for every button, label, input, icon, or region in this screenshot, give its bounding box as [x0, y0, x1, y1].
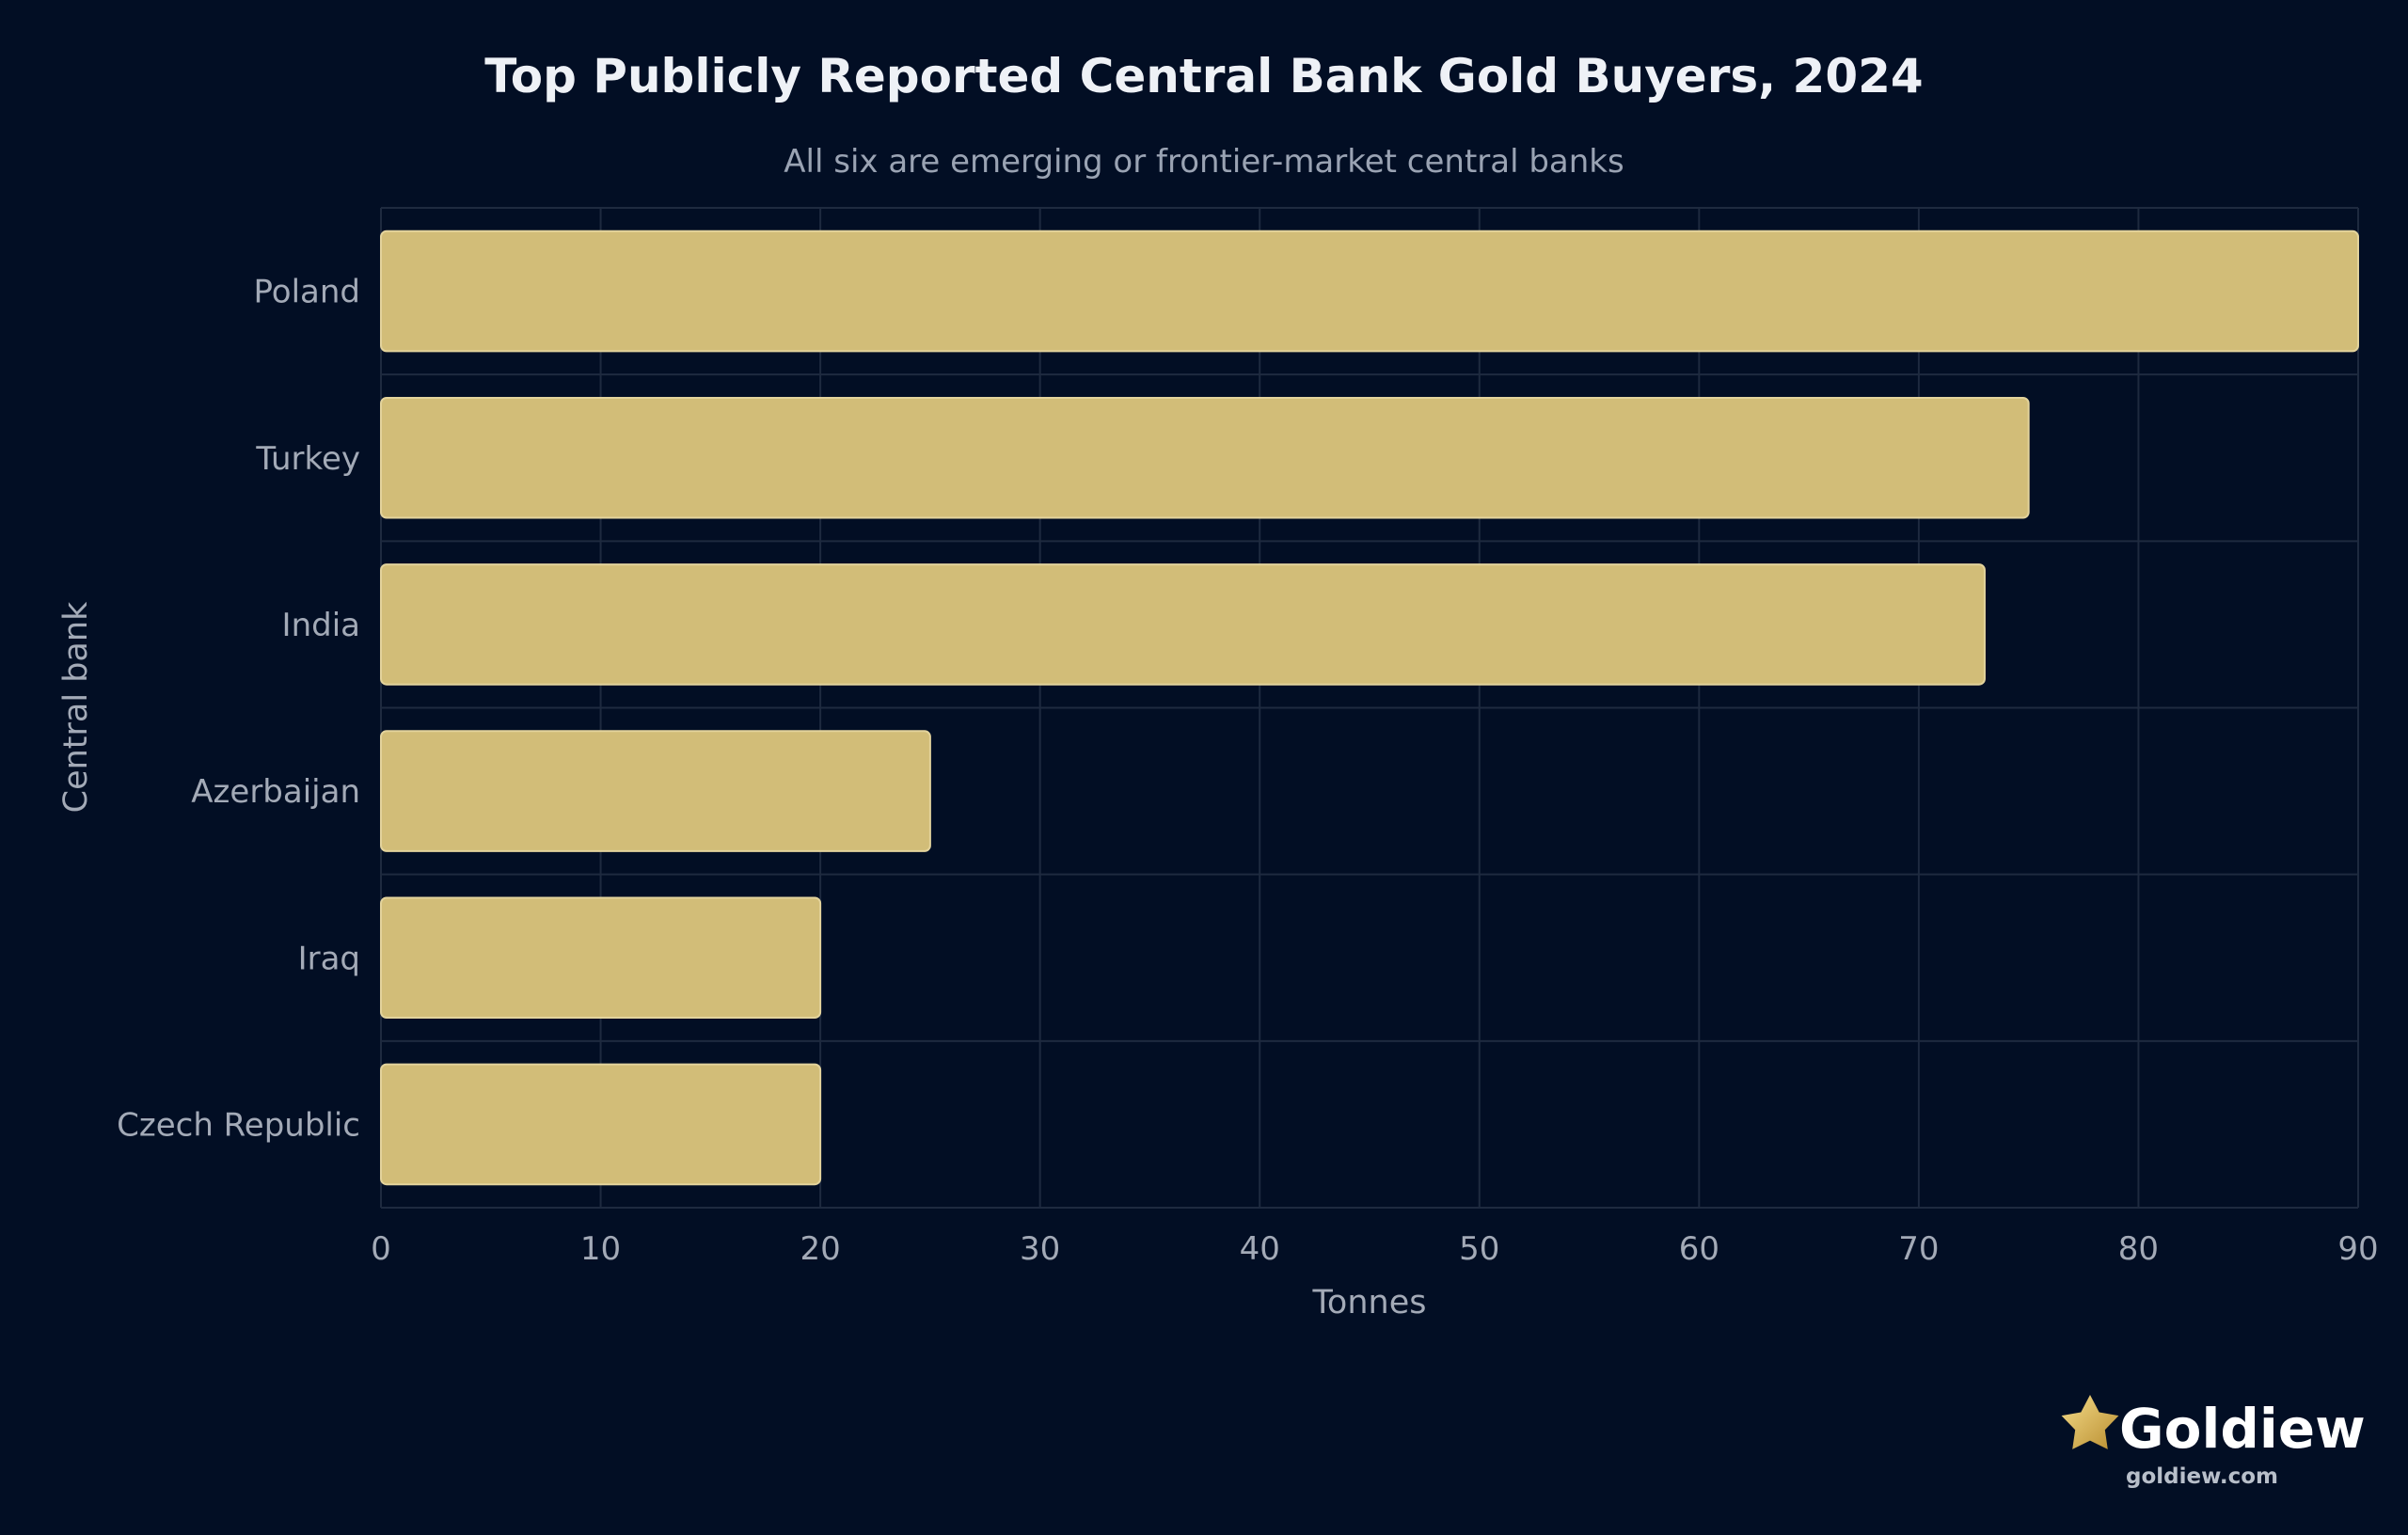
- bar: [380, 396, 2030, 519]
- x-tick-label: 30: [1020, 1230, 1060, 1268]
- chart-subtitle: All six are emerging or frontier-market …: [784, 143, 1624, 181]
- x-tick-label: 40: [1240, 1230, 1280, 1268]
- y-tick-label: Turkey: [255, 440, 360, 478]
- x-tick-label: 80: [2118, 1230, 2159, 1268]
- bar: [380, 563, 1986, 686]
- y-tick-label: Czech Republic: [117, 1106, 360, 1144]
- chart-title: Top Publicly Reported Central Bank Gold …: [484, 49, 1923, 103]
- y-tick-label: Iraq: [298, 940, 360, 977]
- brand-logo: Goldiew goldiew.com: [2061, 1395, 2366, 1489]
- x-tick-label: 10: [580, 1230, 621, 1268]
- y-tick-label: Poland: [253, 274, 360, 311]
- brand-url: goldiew.com: [2126, 1464, 2278, 1489]
- x-tick-label: 50: [1459, 1230, 1499, 1268]
- x-axis-label: Tonnes: [1312, 1284, 1427, 1321]
- x-tick-label: 20: [800, 1230, 840, 1268]
- y-tick-label: Azerbaijan: [191, 773, 360, 811]
- y-axis-label: Central bank: [57, 601, 95, 813]
- star-icon: [2061, 1395, 2119, 1449]
- x-tick-label: 0: [371, 1230, 391, 1268]
- x-tick-label: 60: [1679, 1230, 1719, 1268]
- bars: [380, 229, 2359, 1186]
- x-tick-label: 70: [1898, 1230, 1939, 1268]
- bar: [380, 1063, 822, 1186]
- x-tick-labels: 0 10 20 30 40 50 60 70 80 90: [371, 1230, 2378, 1268]
- x-tick-label: 90: [2337, 1230, 2378, 1268]
- brand-name: Goldiew: [2119, 1397, 2366, 1461]
- y-tick-labels: Poland Turkey India Azerbaijan Iraq Czech Rep…: [117, 274, 360, 1145]
- bar: [380, 730, 931, 852]
- grid: [380, 207, 2359, 1209]
- y-tick-label: India: [282, 607, 360, 644]
- bar: [380, 896, 822, 1020]
- bar: [380, 229, 2359, 353]
